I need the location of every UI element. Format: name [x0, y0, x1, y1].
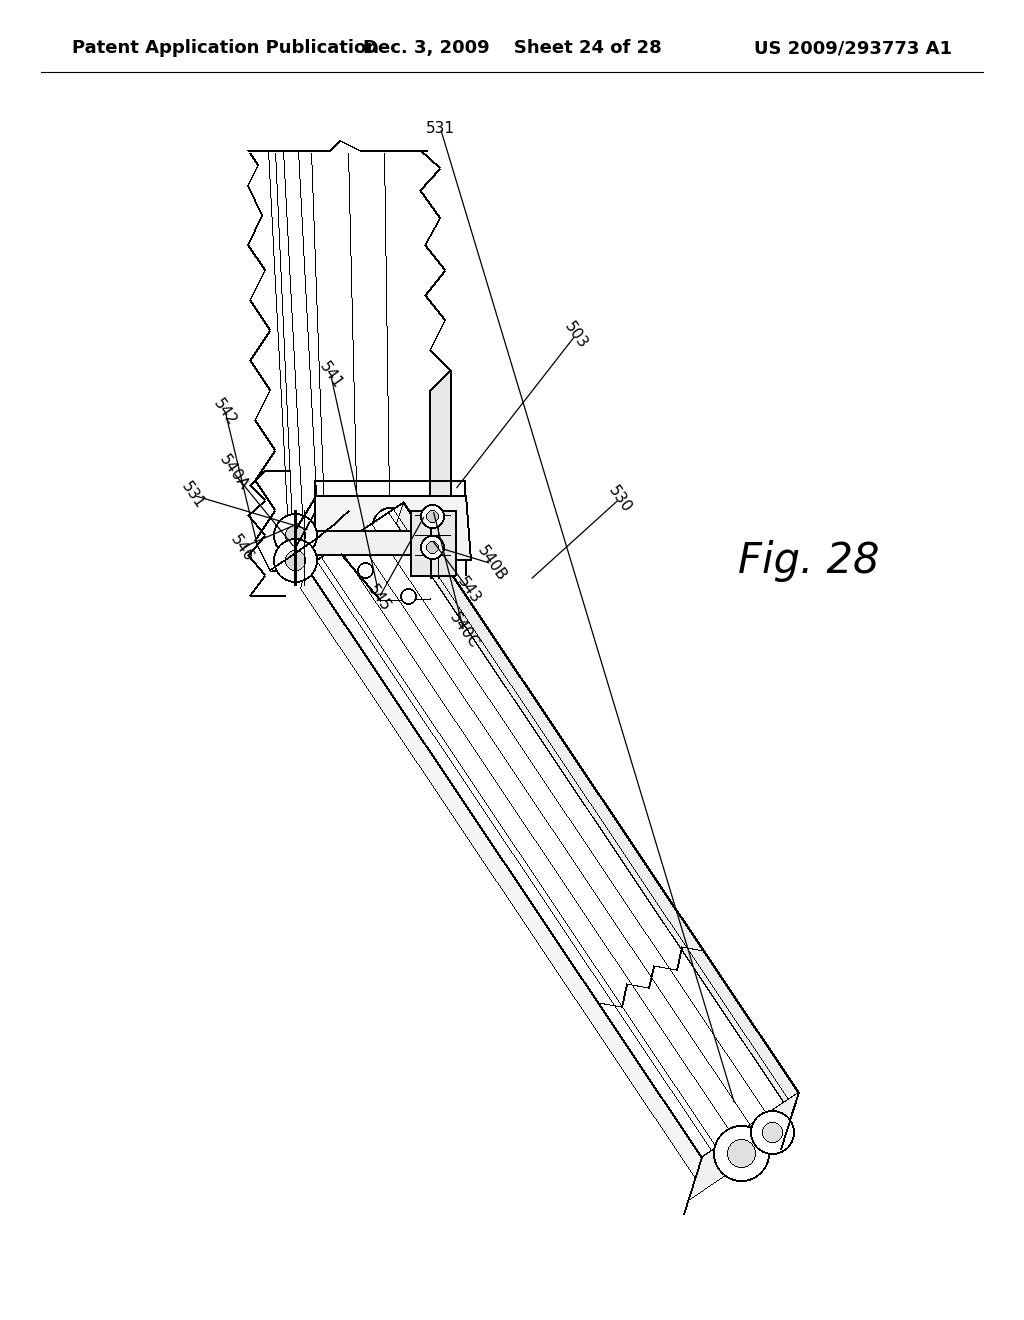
- Text: 540C: 540C: [446, 610, 481, 652]
- Text: US 2009/293773 A1: US 2009/293773 A1: [755, 40, 952, 57]
- Text: 546: 546: [227, 532, 256, 564]
- Text: 545: 545: [365, 582, 393, 614]
- Text: 542: 542: [211, 396, 240, 428]
- Text: 541: 541: [316, 359, 345, 391]
- Text: Fig. 28: Fig. 28: [738, 540, 880, 582]
- Text: 531: 531: [178, 479, 207, 511]
- Text: 530: 530: [605, 483, 634, 515]
- Text: 543: 543: [455, 574, 483, 606]
- Text: Dec. 3, 2009  Sheet 24 of 28: Dec. 3, 2009 Sheet 24 of 28: [362, 40, 662, 57]
- Text: 540A: 540A: [216, 453, 251, 492]
- Text: Patent Application Publication: Patent Application Publication: [72, 40, 379, 57]
- Text: 540B: 540B: [474, 544, 509, 583]
- Text: 503: 503: [561, 319, 590, 351]
- Text: 531: 531: [426, 120, 455, 136]
